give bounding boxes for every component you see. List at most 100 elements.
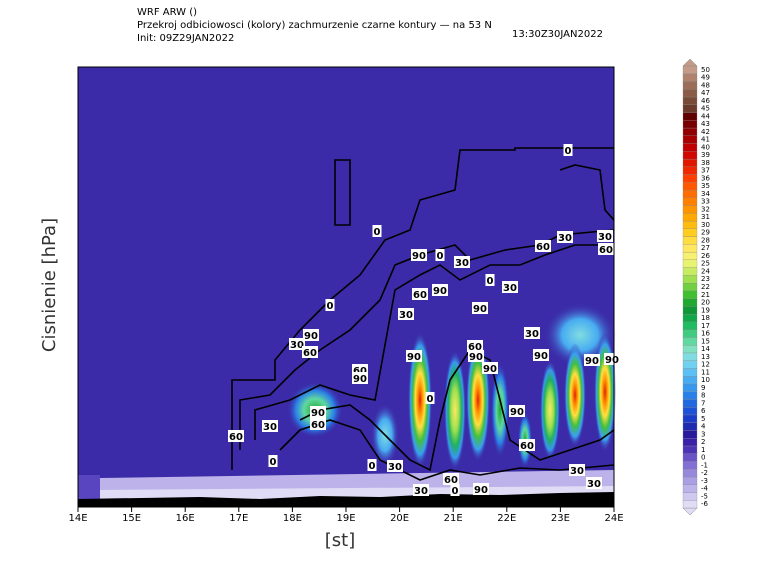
contour-label-bg	[597, 230, 613, 242]
colorbar-label: 30	[701, 221, 710, 229]
y-axis-label: Cisnienie [hPa]	[39, 218, 60, 352]
colorbar-cell	[682, 484, 698, 493]
colorbar-cell	[682, 329, 698, 338]
colorbar-label: 4	[701, 423, 706, 431]
x-tick-label: 21E	[444, 513, 463, 524]
contour-label: 60	[303, 348, 317, 359]
contour-label-bg	[425, 392, 435, 404]
contour-label-bg	[533, 349, 549, 361]
colorbar-cell	[682, 453, 698, 462]
colorbar-cell	[682, 282, 698, 292]
contour-label-bg	[535, 240, 551, 252]
contour-label: 90	[534, 351, 548, 362]
contour-label: 90	[483, 364, 497, 375]
contour-label-bg	[443, 473, 459, 485]
colorbar-label: 3	[701, 430, 705, 438]
contour-label: 90	[585, 356, 599, 367]
colorbar-label: 15	[701, 337, 710, 345]
contour-label-bg	[472, 302, 488, 314]
colorbar-label: 21	[701, 291, 710, 299]
contour-label-bg	[289, 338, 305, 350]
contour-label: 60	[536, 242, 550, 253]
contour-label: 90	[412, 251, 426, 262]
contour-label-bg	[262, 420, 278, 432]
contour-label: 0	[487, 276, 494, 287]
colorbar-label: 1	[701, 446, 705, 454]
contour-label-bg	[519, 439, 535, 451]
colorbar-label: 19	[701, 306, 710, 314]
colorbar-cell	[682, 275, 698, 284]
colorbar-label: 39	[701, 151, 710, 159]
colorbar-label: 14	[701, 345, 710, 353]
colorbar-label: 45	[701, 105, 710, 113]
contour-label: 30	[388, 462, 402, 473]
colorbar-cell	[682, 244, 698, 253]
colorbar-label: 50	[701, 66, 710, 74]
contour-label: 0	[452, 486, 459, 497]
colorbar-cell	[682, 104, 698, 113]
colorbar-label: 2	[701, 438, 705, 446]
colorbar-cell	[682, 476, 698, 485]
contour-label: 60	[311, 420, 325, 431]
contour-label: 30	[503, 283, 517, 294]
colorbar-cell	[682, 166, 698, 175]
colorbar-cell	[682, 174, 698, 183]
colorbar-label: 18	[701, 314, 710, 322]
colorbar-cell	[682, 267, 698, 276]
colorbar-cell	[682, 89, 698, 98]
colorbar-label: 0	[701, 454, 705, 462]
contour-label: 60	[468, 342, 482, 353]
contour-label: 30	[455, 258, 469, 269]
x-tick-label: 22E	[497, 513, 516, 524]
contour-label: 0	[565, 146, 572, 157]
colorbar-cell	[682, 461, 698, 470]
colorbar-cell	[682, 306, 698, 315]
contour-label-bg	[352, 372, 368, 384]
colorbar-cell	[682, 290, 698, 299]
x-axis-label: [st]	[325, 530, 355, 551]
colorbar-label: 29	[701, 229, 710, 237]
colorbar-label: 40	[701, 143, 710, 151]
contour-label-bg	[454, 256, 470, 268]
colorbar-label: 6	[701, 407, 706, 415]
colorbar-cell	[682, 430, 698, 439]
contour-label-bg	[584, 354, 600, 366]
contour-label-bg	[412, 288, 428, 300]
colorbar-cell	[682, 492, 698, 501]
colorbar-cell	[682, 182, 698, 191]
contour-label: 30	[399, 310, 413, 321]
colorbar-cell	[682, 158, 698, 167]
colorbar-cell	[682, 469, 698, 478]
contour-label-bg	[468, 350, 484, 362]
x-tick-label: 20E	[390, 513, 409, 524]
contour-label-bg	[406, 350, 422, 362]
contour-label-bg	[473, 483, 489, 495]
colorbar-cell	[682, 414, 698, 423]
contour-label: 90	[510, 407, 524, 418]
contour-label: 60	[599, 245, 613, 256]
colorbar-cell	[682, 220, 698, 229]
contour-label: 30	[525, 329, 539, 340]
echo	[540, 360, 560, 460]
colorbar-cell	[682, 135, 698, 144]
colorbar-cell	[682, 298, 698, 307]
colorbar-label: 34	[701, 190, 710, 198]
colorbar-cell	[682, 120, 698, 129]
contour-label: 0	[427, 394, 434, 405]
contour-label-bg	[398, 308, 414, 320]
colorbar-cell	[682, 368, 698, 377]
colorbar-cell	[682, 407, 698, 416]
x-tick-label: 18E	[283, 513, 302, 524]
colorbar-label: 35	[701, 182, 710, 190]
contour-label: 90	[474, 485, 488, 496]
colorbar-label: 48	[701, 81, 710, 89]
colorbar-label: 43	[701, 120, 710, 128]
colorbar-cell	[682, 189, 698, 198]
contour-label: 0	[437, 251, 444, 262]
colorbar-label: 41	[701, 136, 710, 144]
colorbar-cell	[682, 205, 698, 214]
contour-label-bg	[524, 327, 540, 339]
contour-label-bg	[435, 249, 445, 261]
